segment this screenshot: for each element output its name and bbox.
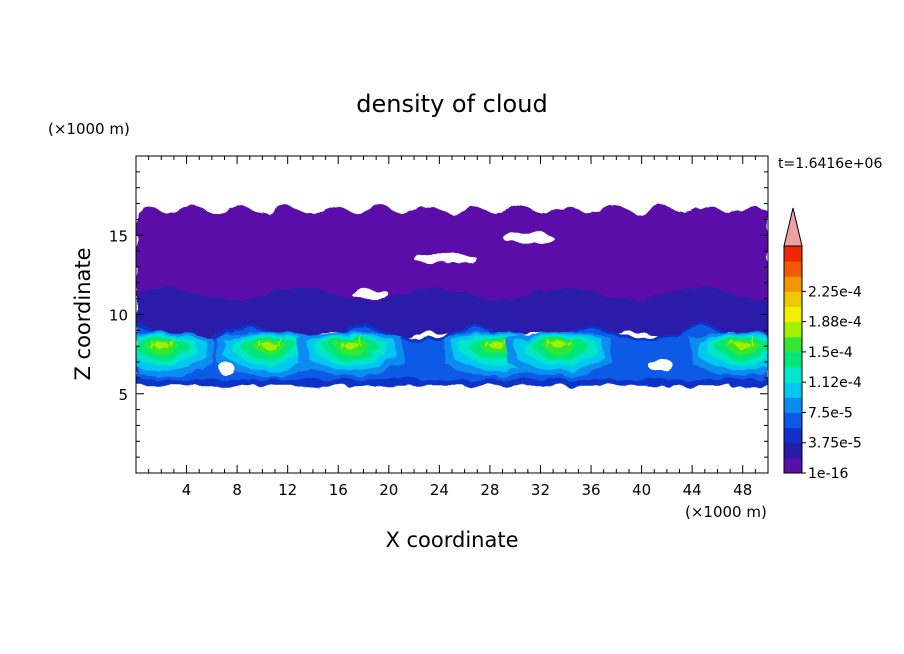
colorbar-label: 1e-16 bbox=[808, 466, 848, 482]
mid-cloud-layer bbox=[136, 287, 768, 342]
y-unit-label: (×1000 m) bbox=[48, 120, 130, 138]
cloud-core-contour bbox=[730, 335, 755, 351]
colorbar-swatch bbox=[784, 276, 802, 292]
y-tick-label: 10 bbox=[109, 307, 128, 325]
time-label: t=1.6416e+06 bbox=[778, 156, 882, 172]
colorbar-swatch bbox=[784, 291, 802, 308]
colorbar-swatch bbox=[784, 397, 802, 413]
colorbar-swatch bbox=[784, 442, 802, 459]
colorbar-swatch bbox=[784, 336, 802, 353]
colorbar-swatch bbox=[784, 351, 802, 368]
colorbar-label: 3.75e-5 bbox=[808, 436, 862, 452]
clear-air-gap bbox=[502, 232, 554, 244]
x-unit-label: (×1000 m) bbox=[685, 503, 767, 521]
x-tick-label: 40 bbox=[632, 481, 651, 499]
colorbar-label: 1.5e-4 bbox=[808, 345, 853, 361]
y-tick-label: 15 bbox=[109, 227, 128, 245]
x-tick-label: 32 bbox=[531, 481, 550, 499]
colorbar-label: 2.25e-4 bbox=[808, 284, 862, 300]
colorbar-swatch bbox=[784, 306, 802, 323]
colorbar-label: 7.5e-5 bbox=[808, 405, 853, 421]
x-tick-label: 44 bbox=[683, 481, 702, 499]
x-tick-label: 4 bbox=[182, 481, 192, 499]
clear-air-gap bbox=[350, 289, 389, 299]
chart-title: density of cloud bbox=[356, 90, 547, 118]
x-tick-label: 20 bbox=[379, 481, 398, 499]
colorbar-label: 1.88e-4 bbox=[808, 315, 862, 331]
colorbar: 1e-16 3.75e-5 7.5e-5 1.12e-4 1.5e-4 1.88e-4 2.… bbox=[783, 207, 862, 482]
cloud-core-contour bbox=[547, 335, 572, 351]
x-tick-label: 16 bbox=[329, 481, 348, 499]
colorbar-swatch bbox=[784, 246, 802, 262]
cloud-core-contour bbox=[338, 335, 363, 351]
colorbar-swatch bbox=[784, 261, 802, 277]
cloud-core-contour bbox=[256, 335, 281, 351]
x-tick-label: 12 bbox=[278, 481, 297, 499]
x-tick-label: 36 bbox=[581, 481, 600, 499]
colorbar-extend-triangle bbox=[783, 207, 803, 247]
clear-air-gap bbox=[218, 362, 235, 375]
colorbar-swatch bbox=[784, 382, 802, 398]
colorbar-swatch bbox=[784, 412, 802, 429]
colorbar-frame bbox=[783, 245, 803, 474]
contour-fill-group bbox=[136, 205, 768, 386]
y-axis-title: Z coordinate bbox=[71, 247, 95, 380]
clear-air-gap bbox=[647, 358, 674, 372]
colorbar-label: 1.12e-4 bbox=[808, 375, 862, 391]
cloud-density-field bbox=[136, 205, 768, 386]
clear-air-gap bbox=[414, 254, 478, 264]
colorbar-swatch bbox=[784, 457, 802, 474]
colorbar-swatch bbox=[784, 367, 802, 383]
x-tick-label: 24 bbox=[430, 481, 449, 499]
x-tick-label: 28 bbox=[480, 481, 499, 499]
cloud-core-contour bbox=[484, 335, 509, 351]
y-tick-label: 5 bbox=[118, 386, 128, 404]
x-tick-label: 48 bbox=[733, 481, 752, 499]
cloud-core-contour bbox=[149, 335, 174, 351]
x-axis-title: X coordinate bbox=[385, 528, 518, 552]
x-tick-label: 8 bbox=[232, 481, 242, 499]
colorbar-swatch bbox=[784, 427, 802, 444]
colorbar-swatch bbox=[784, 321, 802, 338]
